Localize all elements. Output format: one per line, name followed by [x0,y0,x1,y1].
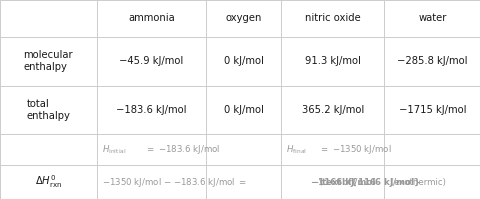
Text: −183.6 kJ/mol: −183.6 kJ/mol [116,105,186,115]
Text: $-$1350 kJ/mol $-$ $-$183.6 kJ/mol $=$: $-$1350 kJ/mol $-$ $-$183.6 kJ/mol $=$ [101,176,249,189]
Text: 0 kJ/mol: 0 kJ/mol [223,56,263,66]
Text: $=$ $-$183.6 kJ/mol: $=$ $-$183.6 kJ/mol [141,143,219,156]
Text: water: water [418,13,446,23]
Text: 365.2 kJ/mol: 365.2 kJ/mol [301,105,363,115]
Text: ammonia: ammonia [128,13,175,23]
Text: −285.8 kJ/mol: −285.8 kJ/mol [396,56,467,66]
Text: 91.3 kJ/mol: 91.3 kJ/mol [304,56,360,66]
Text: −1166 kJ/mol: −1166 kJ/mol [310,178,374,187]
Text: molecular
enthalpy: molecular enthalpy [24,50,73,72]
Text: nitric oxide: nitric oxide [304,13,360,23]
Text: 0 kJ/mol: 0 kJ/mol [223,105,263,115]
Text: −45.9 kJ/mol: −45.9 kJ/mol [119,56,183,66]
Text: $\mathbf{-}$\textbf{1166 kJ/mol}: $\mathbf{-}$\textbf{1166 kJ/mol} [310,176,420,189]
Text: $H_{\mathrm{final}}$: $H_{\mathrm{final}}$ [285,143,306,156]
Text: oxygen: oxygen [225,13,261,23]
Text: (exothermic): (exothermic) [387,178,445,187]
Text: −1715 kJ/mol: −1715 kJ/mol [398,105,466,115]
Text: $\Delta H^0_{\mathrm{rxn}}$: $\Delta H^0_{\mathrm{rxn}}$ [35,174,62,190]
Text: $H_{\mathrm{initial}}$: $H_{\mathrm{initial}}$ [101,143,126,156]
Text: total
enthalpy: total enthalpy [26,99,70,121]
Text: $=$ $-$1350 kJ/mol: $=$ $-$1350 kJ/mol [315,143,391,156]
